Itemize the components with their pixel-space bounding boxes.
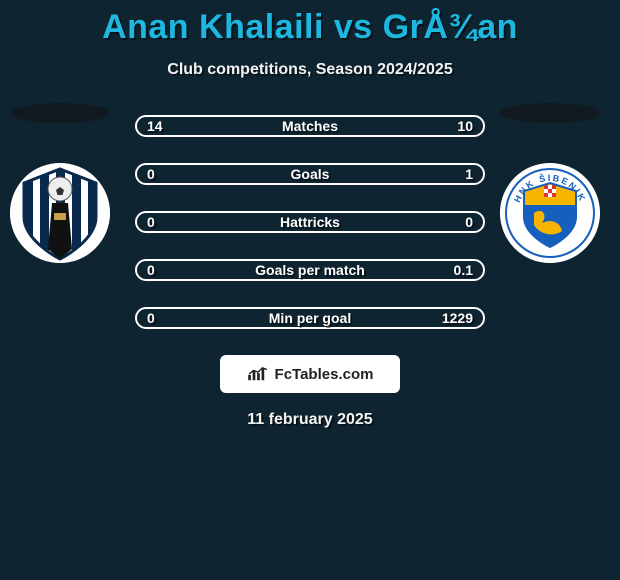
stat-value-left: 0 — [147, 214, 155, 230]
left-column — [10, 103, 110, 263]
stat-value-left: 0 — [147, 310, 155, 326]
team-badge-right-svg: HNK ŠIBENIK — [500, 163, 600, 263]
stat-row: 0Goals1 — [135, 163, 485, 185]
page-subtitle: Club competitions, Season 2024/2025 — [0, 61, 620, 79]
page-title: Anan Khalaili vs GrÅ¾an — [0, 8, 620, 47]
stat-value-right: 1229 — [442, 310, 473, 326]
stat-value-right: 1 — [465, 166, 473, 182]
right-column: HNK ŠIBENIK — [500, 103, 600, 263]
comparison-board: HNK ŠIBENIK — [0, 115, 620, 429]
stats-list: 14Matches100Goals10Hattricks00Goals per … — [135, 115, 485, 329]
brand-text: FcTables.com — [275, 366, 374, 383]
stat-value-right: 10 — [457, 118, 473, 134]
stat-value-right: 0.1 — [454, 262, 473, 278]
stat-row: 0Min per goal1229 — [135, 307, 485, 329]
player-shadow-right — [500, 103, 600, 123]
date-label: 11 february 2025 — [0, 411, 620, 429]
stat-value-left: 14 — [147, 118, 163, 134]
stat-label: Hattricks — [280, 214, 340, 230]
stat-row: 0 Hattricks 0 — [135, 211, 485, 233]
bar-chart-icon — [247, 366, 269, 382]
stat-value-right: 0 — [465, 214, 473, 230]
stat-row: 14Matches10 — [135, 115, 485, 137]
team-badge-left-svg — [10, 163, 110, 263]
team-badge-right: HNK ŠIBENIK — [500, 163, 600, 263]
brand-badge[interactable]: FcTables.com — [220, 355, 400, 393]
stat-row: 0Goals per match0.1 — [135, 259, 485, 281]
player-shadow-left — [10, 103, 110, 123]
stat-value-left: 0 — [147, 166, 155, 182]
stat-value-left: 0 — [147, 262, 155, 278]
team-badge-left — [10, 163, 110, 263]
